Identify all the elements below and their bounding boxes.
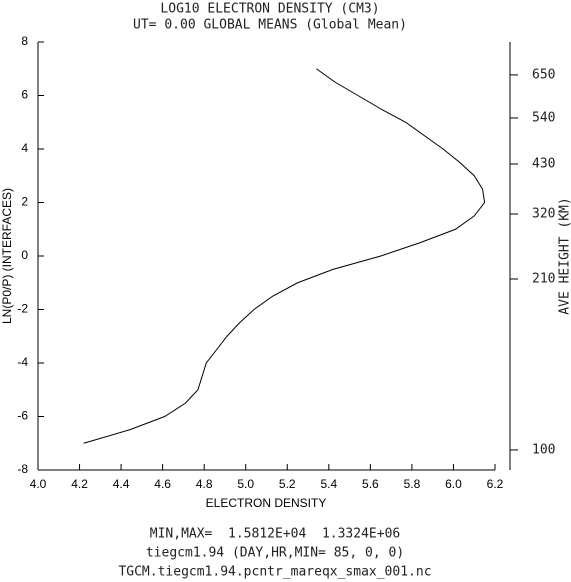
x-tick-label: 5.4: [320, 477, 337, 491]
y-tick-label: -4: [17, 355, 28, 369]
footer-line: TGCM.tiegcm1.94.pcntr_mareqx_smax_001.nc: [118, 565, 431, 580]
y-tick-label: 0: [21, 248, 28, 262]
x-axis-label: ELECTRON DENSITY: [206, 496, 327, 510]
y2-tick-label: 540: [532, 110, 555, 125]
x-tick-label: 4.0: [30, 477, 47, 491]
y2-tick-label: 430: [532, 156, 555, 171]
x-tick-label: 4.2: [71, 477, 88, 491]
y2-tick-label: 320: [532, 207, 555, 222]
data-line: [83, 68, 486, 444]
x-tick-label: 5.6: [362, 477, 379, 491]
y-tick-label: -8: [17, 462, 28, 476]
x-tick-label: 5.0: [237, 477, 254, 491]
y-tick-label: 2: [21, 195, 28, 209]
footer-line: MIN,MAX= 1.5812E+04 1.3324E+06: [150, 527, 400, 542]
y2-tick-label: 100: [532, 442, 555, 457]
y-tick-label: -6: [17, 409, 28, 423]
x-tick-label: 4.8: [196, 477, 213, 491]
y2-tick-label: 210: [532, 272, 555, 287]
y-tick-label: 4: [21, 141, 28, 155]
chart-subtitle: UT= 0.00 GLOBAL MEANS (Global Mean): [133, 18, 407, 33]
y2-tick-label: 650: [532, 67, 555, 82]
chart-title: LOG10 ELECTRON DENSITY (CM3): [160, 2, 379, 17]
x-tick-label: 5.2: [279, 477, 296, 491]
y-tick-label: 6: [21, 88, 28, 102]
x-tick-label: 6.2: [487, 477, 504, 491]
x-tick-label: 5.8: [404, 477, 421, 491]
y-tick-label: 8: [21, 34, 28, 48]
x-tick-label: 6.0: [445, 477, 462, 491]
x-tick-label: 4.4: [113, 477, 130, 491]
y-tick-label: -2: [17, 302, 28, 316]
y-axis-label: LN(P0/P) (INTERFACES): [0, 188, 14, 324]
y2-axis-label: AVE HEIGHT (KM): [558, 197, 571, 314]
x-tick-label: 4.6: [154, 477, 171, 491]
footer-line: tiegcm1.94 (DAY,HR,MIN= 85, 0, 0): [146, 546, 404, 561]
